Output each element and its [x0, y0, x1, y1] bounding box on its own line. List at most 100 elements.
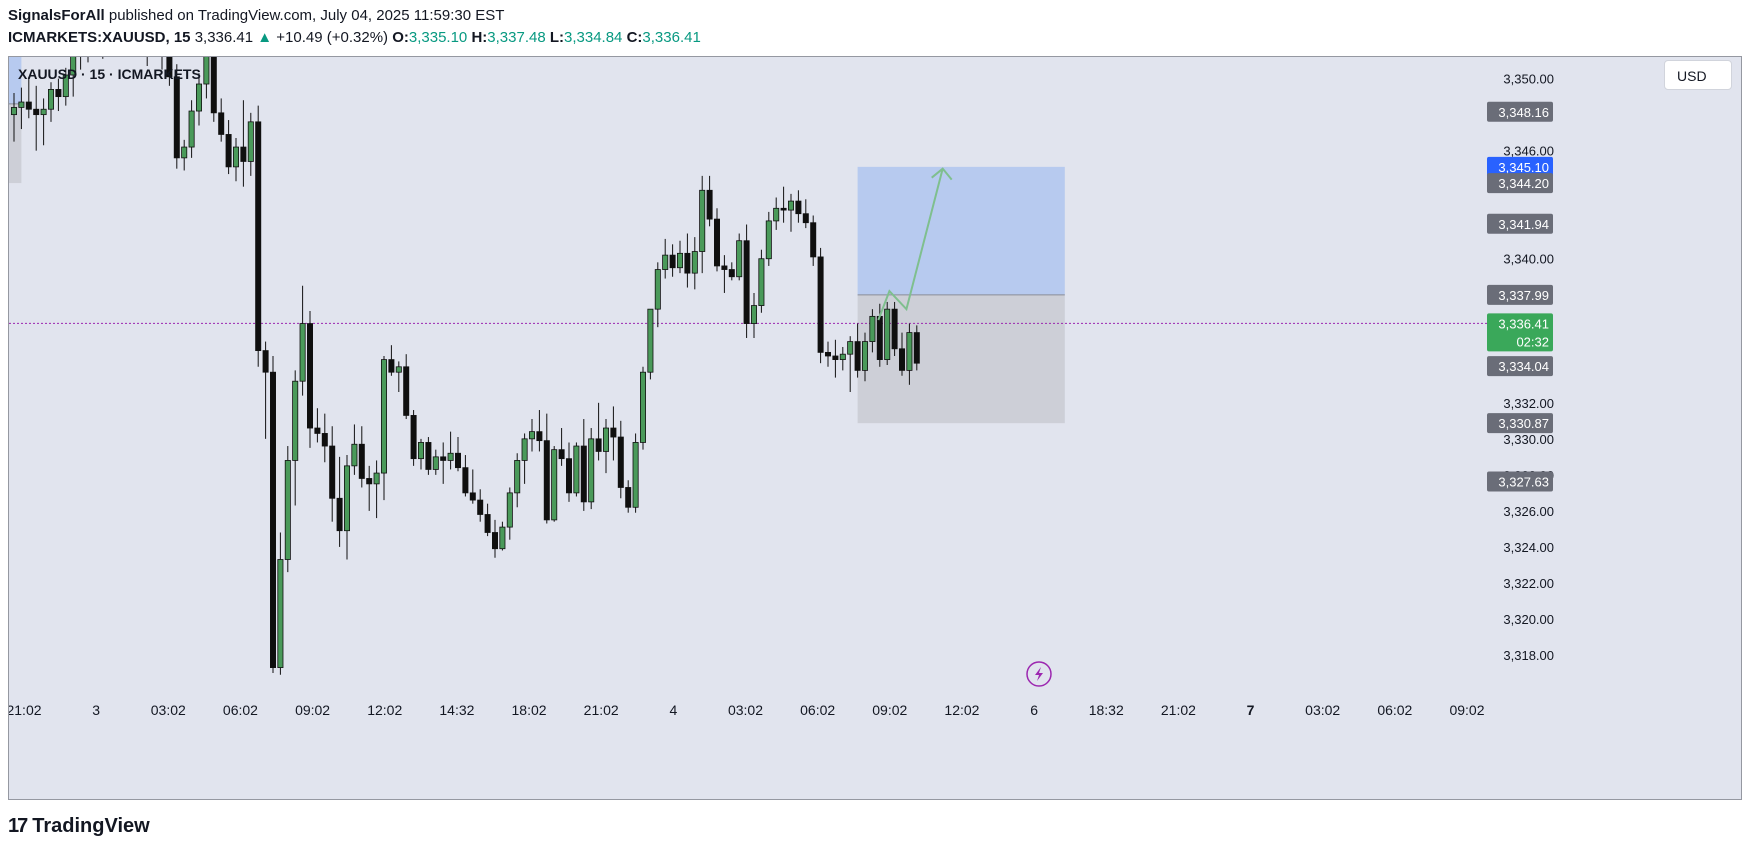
candle-down	[469, 492, 476, 501]
candle-down	[825, 351, 832, 357]
candle-down	[425, 442, 432, 470]
candle-down	[854, 341, 861, 371]
candle-down	[173, 76, 180, 159]
ohlc-header: ICMARKETS:XAUUSD, 15 3,336.41 ▲ +10.49 (…	[8, 28, 701, 48]
candle-down	[410, 415, 417, 460]
tradingview-logo[interactable]: 17 TradingView	[8, 815, 150, 838]
time-tick-label: 09:02	[295, 702, 330, 718]
candle-down	[595, 438, 602, 452]
author-name[interactable]: SignalsForAll	[8, 7, 105, 24]
candle-down	[218, 112, 225, 135]
candle-up	[18, 101, 25, 108]
currency-button[interactable]: USD	[1664, 60, 1732, 90]
price-label-text: 3,334.04	[1498, 359, 1549, 374]
price-tick-label: 3,324.00	[1503, 540, 1554, 555]
price-label-text: 3,337.99	[1498, 288, 1549, 303]
candle-down	[802, 213, 809, 224]
target-zone-0	[857, 166, 1065, 295]
candle-up	[499, 526, 506, 550]
candle-up	[195, 83, 202, 112]
time-tick-label: 18:02	[512, 702, 547, 718]
price-label-text: 3,327.63	[1498, 475, 1549, 490]
projection-arrow	[877, 167, 953, 321]
time-tick-label: 21:02	[584, 702, 619, 718]
price-label-box	[1487, 213, 1553, 234]
candle-down	[580, 445, 587, 503]
time-tick-label: 06:02	[800, 702, 835, 718]
candle-up	[788, 200, 795, 211]
candle-up	[839, 353, 846, 360]
candle-down	[262, 350, 269, 373]
candle-up	[884, 308, 891, 360]
candle-down	[876, 315, 883, 360]
time-tick-label: 6	[1030, 702, 1038, 718]
candle-up	[343, 465, 350, 532]
candle-up	[521, 438, 528, 461]
candle-up	[677, 252, 684, 269]
candle-up	[299, 323, 306, 382]
time-tick-label: 09:02	[872, 702, 907, 718]
candle-up	[292, 380, 299, 461]
candle-up	[62, 74, 69, 98]
time-tick-label: 21:02	[1161, 702, 1196, 718]
candle-up	[40, 108, 47, 116]
candle-up	[11, 107, 17, 116]
candle-down	[269, 371, 276, 668]
candle-down	[329, 445, 336, 499]
candle-down	[706, 189, 713, 220]
open-value: 3,335.10	[408, 29, 468, 46]
price-label-text: 3,330.87	[1498, 416, 1549, 431]
candle-down	[166, 57, 173, 78]
price-label-text: 3,345.10	[1498, 160, 1549, 175]
candle-up	[514, 460, 521, 494]
candle-up	[773, 207, 780, 222]
candlestick-chart[interactable]: 3,350.00 3,346.00 3,340.00 3,332.00 3,330.00…	[9, 57, 1742, 800]
candle-up	[417, 442, 424, 460]
candle-down	[832, 355, 839, 360]
candle-down	[55, 89, 62, 98]
candle-up	[862, 341, 869, 371]
candle-down	[558, 449, 565, 460]
price-tick-label: 3,350.00	[1503, 72, 1554, 87]
candle-up	[48, 89, 55, 110]
candle-down	[33, 108, 40, 116]
candle-down	[25, 101, 32, 110]
price-label-box	[1487, 471, 1553, 492]
candle-up	[736, 240, 743, 278]
stop-zone-1	[9, 103, 22, 184]
time-tick-label: 3	[92, 702, 100, 718]
candle-up	[395, 366, 402, 373]
candle-up	[232, 146, 239, 168]
candle-up	[70, 57, 77, 76]
time-tick-label: 7	[1247, 702, 1255, 718]
candle-down	[210, 57, 217, 114]
candle-down	[336, 497, 343, 532]
candle-down	[795, 200, 802, 215]
publish-info: published on TradingView.com, July 04, 2…	[108, 7, 505, 24]
candle-down	[891, 308, 898, 350]
tradingview-logo-text: TradingView	[32, 815, 150, 837]
candle-down	[462, 467, 469, 494]
candle-up	[654, 269, 661, 310]
price-tick-label: 3,326.00	[1503, 504, 1554, 519]
candle-down	[440, 456, 447, 461]
candle-up	[603, 427, 610, 452]
chart-area[interactable]: 3,350.00 3,346.00 3,340.00 3,332.00 3,330.00…	[8, 56, 1742, 800]
candle-down	[477, 499, 484, 515]
price-label-text: 3,344.20	[1498, 176, 1549, 191]
candle-up	[529, 431, 536, 440]
price-label-box	[1487, 313, 1553, 352]
price-change: +10.49 (+0.32%)	[276, 29, 389, 46]
price-tick-label: 3,340.00	[1503, 252, 1554, 267]
time-axis: 21:02 3 03:02 06:02 09:02 12:02 14:32 18:02 21:0…	[9, 702, 1485, 718]
price-label-text: 3,336.41	[1498, 316, 1549, 331]
chart-legend[interactable]: XAUUSD · 15 · ICMARKETS	[18, 66, 201, 82]
projection-arrowhead	[931, 167, 953, 181]
symbol-name[interactable]: ICMARKETS:XAUUSD, 15	[8, 29, 191, 46]
candle-up	[588, 438, 595, 503]
candle-down	[669, 254, 676, 269]
candle-up	[351, 443, 358, 467]
candle-up	[906, 332, 913, 371]
candle-up	[765, 220, 772, 260]
change-arrow-icon: ▲	[257, 29, 273, 46]
